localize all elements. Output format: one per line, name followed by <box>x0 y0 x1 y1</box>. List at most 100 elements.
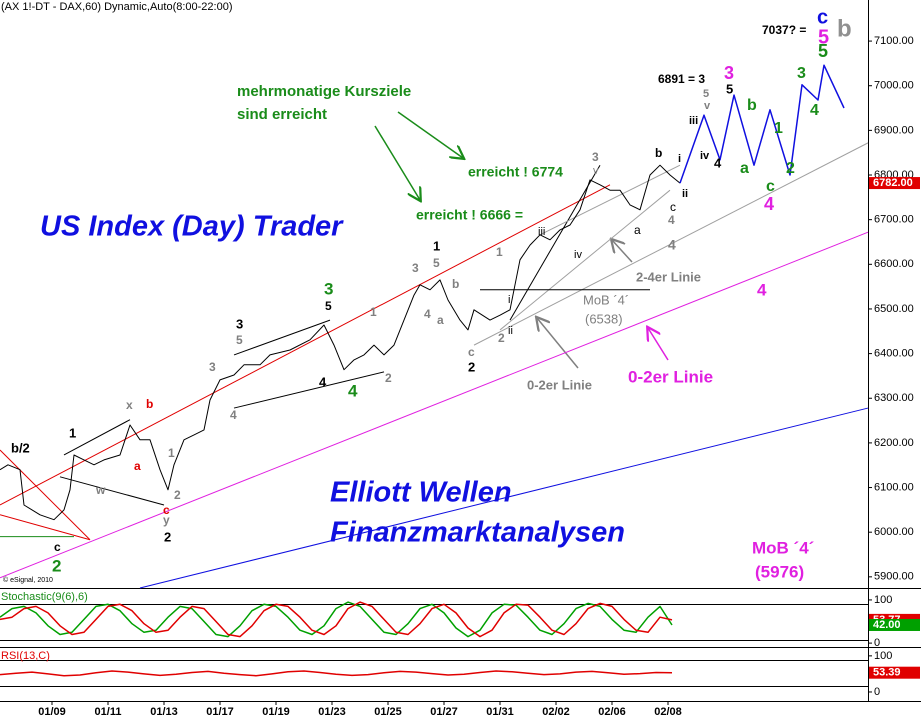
annotation: w <box>95 483 106 497</box>
annotation: b <box>747 97 757 114</box>
annotation: 2 <box>52 556 61 575</box>
annotation: 4 <box>810 102 819 119</box>
annotation: mehrmonatige Kursziele <box>237 83 411 100</box>
y-tick-label: 100 <box>874 594 892 606</box>
trend-line <box>0 184 611 506</box>
annotation: (5976) <box>755 562 804 581</box>
annotation: b <box>146 397 153 411</box>
annotation: 1 <box>168 446 175 460</box>
annotation: Elliott Wellen <box>330 477 512 509</box>
annotation: iii <box>689 115 698 127</box>
annotation: 3 <box>324 279 333 298</box>
annotation: 2 <box>498 331 505 345</box>
y-tick-label: 6300.00 <box>874 392 914 404</box>
annotation: 2 <box>174 488 181 502</box>
x-tick-label: 02/02 <box>542 706 570 718</box>
annotation: c <box>670 200 676 214</box>
annotation: 5 <box>818 41 828 61</box>
annotation: ii <box>682 188 688 200</box>
y-tick-label: 6200.00 <box>874 437 914 449</box>
x-tick-label: 01/11 <box>95 706 122 718</box>
annotation: erreicht ! 6774 <box>468 164 563 180</box>
arrow <box>612 240 633 263</box>
value-marker <box>869 177 920 190</box>
trend-line <box>499 189 671 331</box>
annotation: 4 <box>319 374 327 389</box>
x-tick-label: 01/13 <box>150 706 178 718</box>
annotation: a <box>634 223 641 237</box>
annotation: 3 <box>724 63 734 83</box>
annotation: v <box>593 165 599 177</box>
annotation: 2 <box>164 529 171 544</box>
annotation: a <box>437 313 444 327</box>
annotation: US Index (Day) Trader <box>40 211 344 243</box>
series-line <box>0 670 673 677</box>
annotation: 4 <box>764 194 774 214</box>
annotation: 4 <box>424 307 431 321</box>
annotation: a <box>740 160 749 177</box>
annotation: 3 <box>209 360 216 374</box>
annotation: 5 <box>703 88 709 100</box>
annotation: 2 <box>468 359 475 374</box>
y-tick-label: 0 <box>874 686 880 698</box>
y-tick-label: 6400.00 <box>874 348 914 360</box>
x-tick-label: 01/27 <box>430 706 458 718</box>
value-marker-label: 6782.00 <box>873 177 913 189</box>
value-marker <box>869 618 920 631</box>
annotation: i <box>508 294 510 306</box>
annotation: 4 <box>348 381 358 400</box>
annotation: 7037? = <box>762 23 806 37</box>
trend-line <box>0 514 91 541</box>
annotation: b/2 <box>11 440 30 455</box>
annotation: iv <box>700 150 710 162</box>
x-tick-label: 01/31 <box>486 706 514 718</box>
x-tick-label: 02/08 <box>654 706 682 718</box>
annotation: 3 <box>797 65 806 82</box>
annotation: Finanzmarktanalysen <box>330 517 625 549</box>
y-tick-label: 100 <box>874 650 892 662</box>
annotation: erreicht ! 6666 = <box>416 207 523 223</box>
annotation: 1 <box>370 305 377 319</box>
trend-line <box>473 142 869 346</box>
annotation: 1 <box>433 238 440 253</box>
annotation: iii <box>538 226 545 238</box>
series-line <box>679 64 845 184</box>
arrow <box>537 318 579 369</box>
annotation: v <box>704 100 711 112</box>
annotation: c <box>766 178 775 195</box>
trend-line <box>139 407 869 589</box>
series-line <box>0 164 681 521</box>
annotation: 4 <box>230 408 237 422</box>
annotation: c <box>468 345 475 359</box>
source: © eSignal, 2010 <box>3 576 53 584</box>
x-tick-label: 01/09 <box>38 706 66 718</box>
y-tick-label: 5900.00 <box>874 571 914 583</box>
y-tick-label: 6700.00 <box>874 214 914 226</box>
annotation: 1 <box>774 120 783 137</box>
panel-title: (AX 1!-DT - DAX,60) Dynamic,Auto(8:00-22… <box>1 1 233 13</box>
x-tick-label: 01/25 <box>374 706 402 718</box>
annotation: a <box>134 459 141 473</box>
y-tick-label: 0 <box>874 637 880 649</box>
annotation: MoB ´4´ <box>752 538 814 557</box>
annotation: c <box>54 540 61 554</box>
annotation: 5 <box>818 26 829 48</box>
annotation: 2 <box>786 160 795 177</box>
y-tick-label: 7000.00 <box>874 80 914 92</box>
trend-line <box>0 449 91 541</box>
annotation: ii <box>508 325 513 337</box>
annotation: 1 <box>69 425 76 440</box>
arrows <box>374 111 669 369</box>
annotation: b <box>452 277 459 291</box>
annotation: 3 <box>592 150 599 164</box>
annotation: 2 <box>385 371 392 385</box>
value-marker <box>869 666 920 679</box>
y-tick-label: 6900.00 <box>874 124 914 136</box>
annotation: 0-2er Linie <box>527 377 592 392</box>
annotation: 6891 = 3 <box>658 72 705 86</box>
arrow <box>374 125 420 200</box>
trend-line <box>63 419 131 456</box>
